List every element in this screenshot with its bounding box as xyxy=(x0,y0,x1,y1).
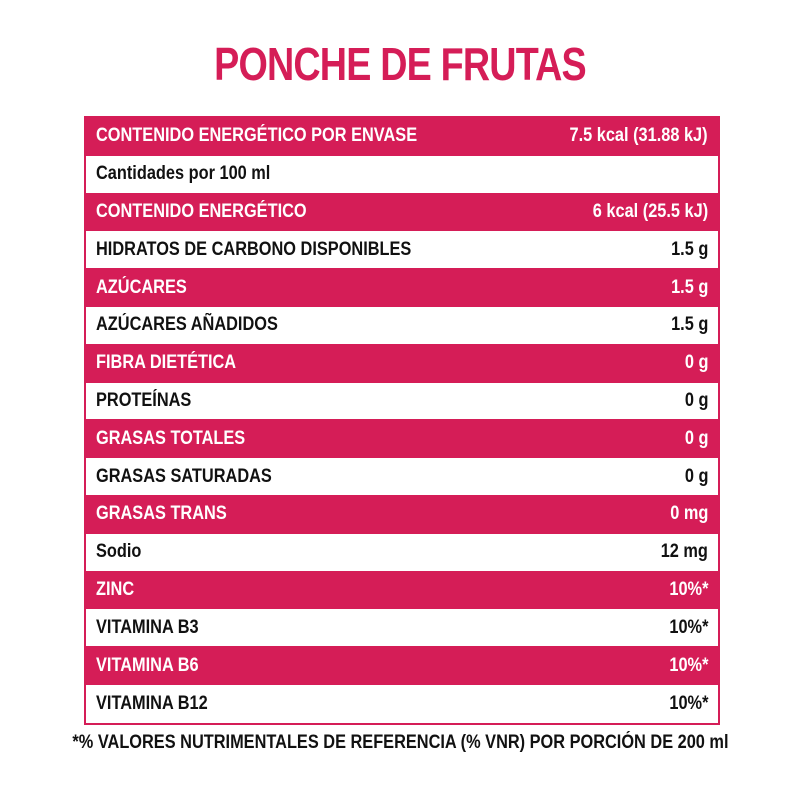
row-value: 10%* xyxy=(668,654,708,676)
nutrition-row-trans-fat: GRASAS TRANS 0 mg xyxy=(86,495,718,534)
nutrition-row-carbohydrates: HIDRATOS DE CARBONO DISPONIBLES 1.5 g xyxy=(86,231,718,270)
row-label: Sodio xyxy=(96,541,142,563)
nutrition-row-energy-per-package: CONTENIDO ENERGÉTICO POR ENVASE 7.5 kcal… xyxy=(86,118,718,156)
row-label: AZÚCARES xyxy=(96,276,187,298)
row-value: 0 mg xyxy=(669,503,708,525)
product-title: PONCHE DE FRUTAS xyxy=(214,38,587,90)
nutrition-row-sugars: AZÚCARES 1.5 g xyxy=(86,269,718,307)
row-label: AZÚCARES AÑADIDOS xyxy=(96,314,278,336)
row-label: CONTENIDO ENERGÉTICO POR ENVASE xyxy=(96,125,418,147)
row-label: FIBRA DIETÉTICA xyxy=(96,352,237,374)
row-value: 0 g xyxy=(684,389,708,411)
row-value: 1.5 g xyxy=(670,314,708,336)
nutrition-row-added-sugars: AZÚCARES AÑADIDOS 1.5 g xyxy=(86,307,718,345)
row-value: 10%* xyxy=(668,578,708,600)
row-label: GRASAS TOTALES xyxy=(96,427,246,449)
row-value: 0 g xyxy=(684,427,708,449)
nutrition-row-vitamin-b12: VITAMINA B12 10%* xyxy=(86,685,718,723)
nutrition-row-vitamin-b6: VITAMINA B6 10%* xyxy=(86,647,718,685)
row-value: 12 mg xyxy=(660,541,708,563)
nutrition-row-zinc: ZINC 10%* xyxy=(86,571,718,610)
row-label: ZINC xyxy=(96,578,135,600)
row-label: CONTENIDO ENERGÉTICO xyxy=(96,200,307,222)
row-label: VITAMINA B6 xyxy=(96,654,199,676)
nutrition-row-fiber: FIBRA DIETÉTICA 0 g xyxy=(86,344,718,383)
row-label: VITAMINA B3 xyxy=(96,616,199,638)
row-label: PROTEÍNAS xyxy=(96,389,192,411)
row-label: HIDRATOS DE CARBONO DISPONIBLES xyxy=(96,238,412,260)
row-value: 10%* xyxy=(668,692,708,714)
row-label: GRASAS SATURADAS xyxy=(96,465,272,487)
nutrition-row-per-100ml-header: Cantidades por 100 ml xyxy=(86,156,718,194)
row-value: 10%* xyxy=(668,616,708,638)
row-value: 0 g xyxy=(684,352,708,374)
row-value: 6 kcal (25.5 kJ) xyxy=(592,200,708,222)
nutrition-row-energy: CONTENIDO ENERGÉTICO 6 kcal (25.5 kJ) xyxy=(86,193,718,232)
row-value: 1.5 g xyxy=(670,238,708,260)
row-label: VITAMINA B12 xyxy=(96,692,208,714)
nutrition-table: CONTENIDO ENERGÉTICO POR ENVASE 7.5 kcal… xyxy=(84,116,720,725)
row-label: Cantidades por 100 ml xyxy=(96,163,271,185)
row-value: 7.5 kcal (31.88 kJ) xyxy=(569,125,708,147)
footnote-text: *% VALORES NUTRIMENTALES DE REFERENCIA (… xyxy=(71,732,729,753)
nutrition-row-saturated-fat: GRASAS SATURADAS 0 g xyxy=(86,458,718,496)
row-value: 1.5 g xyxy=(670,276,708,298)
row-label: GRASAS TRANS xyxy=(96,503,227,525)
nutrition-row-total-fat: GRASAS TOTALES 0 g xyxy=(86,420,718,459)
nutrition-row-protein: PROTEÍNAS 0 g xyxy=(86,383,718,421)
nutrition-row-sodium: Sodio 12 mg xyxy=(86,534,718,572)
row-value: 0 g xyxy=(684,465,708,487)
footnote: *% VALORES NUTRIMENTALES DE REFERENCIA (… xyxy=(0,732,800,754)
nutrition-row-vitamin-b3: VITAMINA B3 10%* xyxy=(86,609,718,648)
